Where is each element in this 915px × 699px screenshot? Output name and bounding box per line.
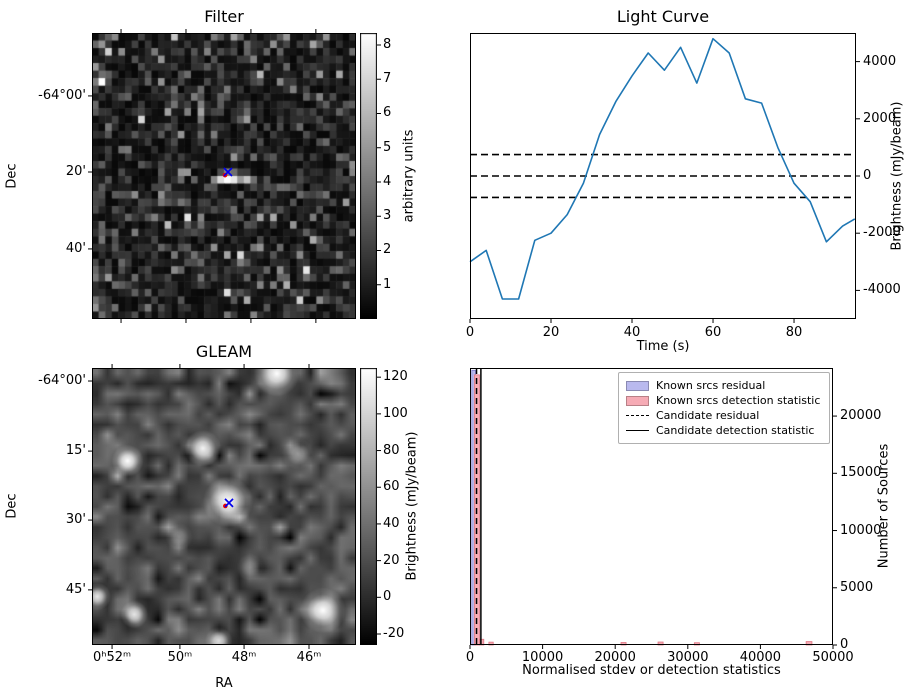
filter-ylabel: Dec [4, 163, 20, 189]
legend-swatch-candidate-residual [626, 415, 649, 416]
tick-label: -4000 [863, 282, 901, 298]
histogram-bar [620, 642, 627, 646]
legend-label: Known srcs residual [656, 379, 766, 392]
legend-label: Candidate detection statistic [656, 424, 815, 437]
tick-label: 20 [542, 325, 560, 340]
legend-item: Known srcs residual [626, 378, 822, 393]
histogram-bar [488, 641, 494, 646]
legend-swatch-candidate-detection [626, 430, 649, 431]
tick-label: 0 [863, 168, 872, 183]
tick-label: 2 [383, 242, 392, 258]
tick-label: 4 [383, 173, 392, 189]
tick-label: 5 [383, 139, 392, 155]
gleam-colorbar-label: Brightness (mJy/beam) [404, 431, 420, 581]
tick-label: 0 [465, 650, 475, 665]
tick-label: 20 [383, 552, 400, 568]
tick-label: 80 [785, 325, 803, 340]
tick-label: 60 [383, 479, 400, 495]
tick-label: 40 [623, 325, 641, 340]
gleam-colorbar [360, 368, 377, 645]
histogram-bar [471, 369, 476, 646]
tick-label: 6 [383, 105, 392, 121]
tick-label: 0 [465, 325, 475, 340]
tick-label: 15000 [840, 465, 882, 481]
filter-colorbar [360, 33, 377, 319]
filter-title: Filter [204, 7, 244, 26]
tick-label: 30000 [667, 650, 709, 665]
gleam-xlabel: RA [215, 676, 233, 691]
tick-label: 20000 [594, 650, 636, 665]
legend-item: Known srcs detection statistic [626, 393, 822, 408]
legend-item: Candidate residual [626, 408, 822, 423]
tick-label: 10000 [521, 650, 564, 665]
tick-label: -64°00' [38, 373, 86, 389]
filter-heatmap-image [92, 33, 356, 319]
lightcurve-xlabel: Time (s) [636, 339, 690, 354]
histogram-bar [657, 641, 664, 646]
tick-label: 4000 [863, 53, 897, 69]
tick-label: 30' [65, 512, 86, 528]
tick-label: 20000 [840, 408, 882, 424]
gleam-heatmap-image [92, 368, 356, 645]
tick-label: 1 [383, 276, 392, 292]
histogram-bar [805, 641, 813, 646]
tick-label: 0 [383, 589, 392, 605]
tick-label: 80 [383, 442, 400, 458]
tick-label: 40000 [739, 650, 782, 665]
histogram-ylabel: Number of Sources [876, 443, 892, 569]
tick-label: 0ʰ52ᵐ [92, 650, 132, 665]
lightcurve-title: Light Curve [616, 7, 710, 26]
histogram-xlabel: Normalised stdev or detection statistics [522, 663, 781, 678]
tick-label: 0 [840, 637, 849, 652]
tick-label: -64°00' [38, 87, 86, 103]
tick-label: 50000 [812, 650, 854, 665]
histogram-legend: Known srcs residual Known srcs detection… [618, 372, 830, 444]
tick-label: 3 [383, 208, 392, 224]
filter-colorbar-label: arbitrary units [401, 129, 417, 223]
axes-border [470, 33, 856, 319]
tick-label: -2000 [863, 225, 901, 241]
tick-label: 100 [383, 405, 408, 421]
tick-label: -20 [383, 625, 405, 641]
tick-label: 10000 [840, 522, 882, 538]
tick-label: 15' [65, 443, 86, 459]
tick-label: 40' [65, 240, 86, 256]
tick-label: 20' [65, 163, 86, 179]
tick-label: 60 [704, 325, 722, 340]
tick-label: 40 [383, 515, 400, 531]
histogram-bar [473, 374, 480, 646]
legend-label: Known srcs detection statistic [656, 394, 821, 407]
tick-label: 8 [383, 36, 392, 52]
gleam-ylabel: Dec [4, 493, 20, 519]
tick-label: 7 [383, 71, 392, 87]
legend-swatch-known-residual [626, 380, 649, 391]
tick-label: 50ᵐ [167, 650, 193, 665]
legend-item: Candidate detection statistic [626, 423, 822, 438]
histogram-bar [479, 638, 485, 646]
tick-label: 120 [383, 369, 408, 385]
tick-label: 5000 [840, 579, 874, 595]
legend-swatch-known-detection [626, 395, 649, 406]
legend-label: Candidate residual [656, 409, 760, 422]
tick-label: 48ᵐ [231, 650, 257, 665]
lightcurve-line [469, 37, 856, 300]
tick-label: 45' [65, 581, 86, 597]
gleam-title: GLEAM [195, 342, 253, 361]
histogram-bar [693, 642, 700, 646]
tick-label: 46ᵐ [296, 650, 322, 665]
tick-label: 2000 [863, 110, 897, 126]
